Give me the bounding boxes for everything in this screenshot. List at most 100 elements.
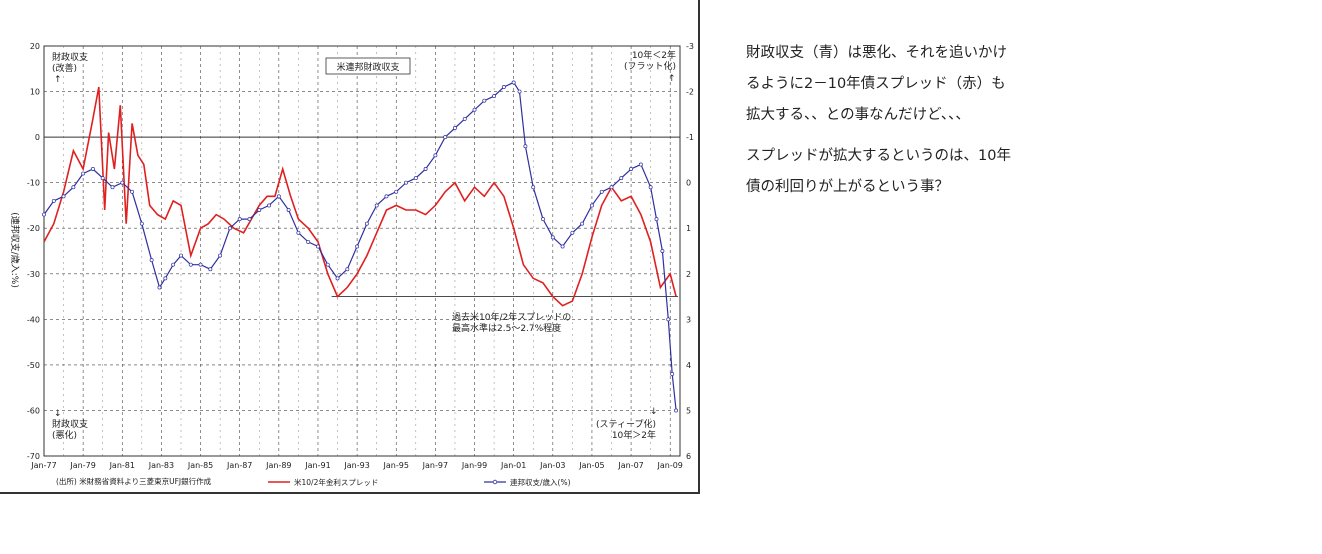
series-point-federal-balance: [674, 408, 679, 413]
series-point-federal-balance: [163, 276, 168, 281]
series-point-federal-balance: [110, 185, 115, 190]
series-point-federal-balance: [570, 230, 575, 235]
y2-tick-label: 5: [686, 406, 691, 415]
series-point-federal-balance: [157, 285, 162, 290]
annotation-bottom-right-arrow: ↓: [650, 407, 658, 417]
series-point-federal-balance: [374, 203, 379, 208]
series-point-federal-balance: [139, 221, 144, 226]
annotation-bottom-left-2: (悪化): [52, 429, 77, 441]
series-point-federal-balance: [171, 262, 176, 267]
series-point-federal-balance: [208, 267, 213, 272]
annotation-mid-note-1: 過去米10年/2年スプレッドの: [452, 311, 571, 323]
legend-blue-label: 連邦収支/歳入(%): [510, 477, 571, 487]
chart-frame: 20 10 0 -10 -20 -30 -40 -50 -60 -70 -3 -2 -1 0 1 2 3 4 5 6…: [0, 0, 700, 494]
x-tick-label: Jan-83: [148, 461, 174, 470]
series-point-federal-balance: [237, 217, 242, 222]
series-point-federal-balance: [404, 180, 408, 185]
series-point-federal-balance: [267, 203, 271, 208]
series-point-federal-balance: [394, 189, 399, 194]
y2-tick-label: -2: [686, 88, 694, 97]
y-tick-label: -20: [27, 224, 40, 233]
series-point-federal-balance: [335, 276, 340, 281]
series-point-federal-balance: [198, 262, 203, 267]
y-tick-label: -30: [27, 270, 40, 279]
annotation-mid-note-2: 最高水準は2.5～2.7%程度: [452, 322, 561, 334]
annotation-top-left-arrow: ↑: [54, 75, 62, 85]
y-axis-left: 20 10 0 -10 -20 -30 -40 -50 -60 -70: [27, 42, 40, 461]
series-point-federal-balance: [257, 208, 262, 212]
x-tick-label: Jan-01: [500, 461, 526, 470]
series-point-federal-balance: [51, 198, 56, 203]
annotation-bottom-left-arrow: ↓: [54, 409, 62, 419]
x-tick-label: Jan-87: [226, 461, 252, 470]
series-point-federal-balance: [227, 226, 232, 231]
series-point-federal-balance: [492, 94, 497, 99]
y-tick-label: -60: [27, 406, 40, 415]
series-point-federal-balance: [276, 194, 281, 199]
y-tick-label: -10: [27, 179, 40, 188]
x-axis: Jan-77 Jan-79 Jan-81 Jan-83 Jan-85 Jan-87 Jan-…: [30, 461, 683, 470]
x-tick-label: Jan-89: [265, 461, 291, 470]
x-tick-label: Jan-91: [304, 461, 330, 470]
title-box: [325, 57, 411, 75]
y2-tick-label: -1: [686, 133, 694, 142]
series-point-federal-balance: [413, 176, 418, 181]
plot-area: [43, 45, 681, 457]
x-tick-label: Jan-07: [617, 461, 643, 470]
y2-tick-label: 0: [686, 179, 691, 188]
series-point-federal-balance: [609, 185, 614, 190]
annotation-top-left-2: (改善): [52, 62, 77, 74]
y2-tick-label: -3: [686, 42, 694, 51]
series-point-federal-balance: [517, 89, 522, 94]
x-tick-label: Jan-93: [343, 461, 369, 470]
series-point-federal-balance: [81, 171, 86, 176]
series-point-federal-balance: [453, 126, 457, 130]
y-tick-label: -40: [27, 315, 40, 324]
series-point-federal-balance: [560, 244, 565, 249]
series-point-federal-balance: [247, 217, 252, 222]
series-point-federal-balance: [511, 80, 516, 85]
x-tick-label: Jan-03: [539, 461, 565, 470]
annotation-bottom-right-1: (スティープ化): [596, 418, 656, 430]
series-point-federal-balance: [580, 221, 585, 226]
y-tick-label: 0: [35, 133, 40, 142]
annotation-top-right-1: 10年＜2年: [632, 49, 676, 61]
series-point-federal-balance: [619, 176, 624, 181]
series-point-federal-balance: [638, 162, 643, 167]
blog-paragraph-2: スプレッドが拡大するというのは、10年 債の利回りが上がるという事？: [746, 148, 1011, 195]
series-point-federal-balance: [648, 185, 653, 190]
y2-tick-label: 4: [686, 361, 691, 370]
series-point-federal-balance: [629, 167, 634, 171]
series-point-federal-balance: [316, 244, 320, 249]
annotation-top-right-2: (フラット化): [624, 60, 676, 72]
x-tick-label: Jan-85: [187, 461, 213, 470]
series-line-spread: [43, 86, 677, 307]
series-point-federal-balance: [443, 135, 448, 140]
series-point-federal-balance: [345, 267, 350, 272]
series-line-federal-balance: [43, 81, 677, 411]
grid: [44, 46, 680, 456]
y2-tick-label: 3: [686, 315, 691, 324]
series-point-federal-balance: [589, 203, 594, 208]
y-tick-label: -70: [27, 452, 40, 461]
series-point-federal-balance: [188, 262, 193, 267]
x-tick-label: Jan-81: [109, 461, 135, 470]
series-point-federal-balance: [550, 235, 555, 240]
y-axis-label: (連邦収支/歳入:%): [9, 212, 21, 288]
series-point-federal-balance: [654, 217, 659, 222]
series-point-federal-balance: [462, 116, 467, 121]
series-point-federal-balance: [100, 176, 105, 181]
y-axis-right: -3 -2 -1 0 1 2 3 4 5 6: [686, 42, 694, 461]
y-tick-label: -50: [27, 361, 40, 370]
source-note: (出所) 米財務省資料より三菱東京UFJ銀行作成: [56, 476, 212, 486]
series-point-federal-balance: [218, 253, 223, 258]
series-point-federal-balance: [433, 153, 438, 158]
annotation-top-left-1: 財政収支: [52, 51, 88, 63]
series-point-federal-balance: [384, 194, 389, 199]
blog-text: 財政収支（青）は悪化、それを追いかけ るように2－10年債スプレッド（赤）も 拡…: [746, 38, 1076, 213]
blog-paragraph-1: 財政収支（青）は悪化、それを追いかけ るように2－10年債スプレッド（赤）も 拡…: [746, 45, 1007, 123]
legend-red-label: 米10/2年金利スプレッド: [294, 477, 378, 487]
series-point-federal-balance: [179, 253, 183, 258]
series-point-federal-balance: [42, 212, 46, 217]
